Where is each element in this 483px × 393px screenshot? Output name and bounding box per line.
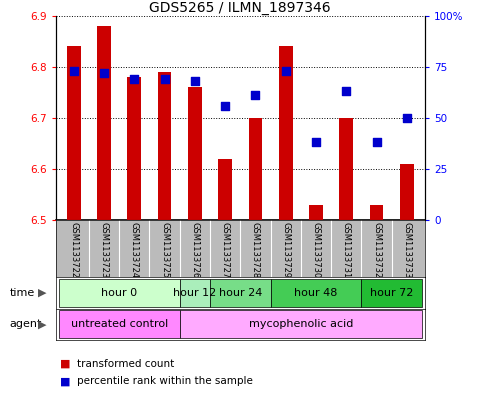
Point xyxy=(312,139,320,145)
Text: GSM1133723: GSM1133723 xyxy=(99,222,109,278)
Bar xyxy=(58,310,180,338)
Point xyxy=(161,76,169,82)
Bar xyxy=(180,279,210,307)
Text: GSM1133728: GSM1133728 xyxy=(251,222,260,278)
Text: ■: ■ xyxy=(60,358,71,369)
Text: hour 48: hour 48 xyxy=(294,288,338,298)
Text: GSM1133724: GSM1133724 xyxy=(130,222,139,278)
Text: agent: agent xyxy=(10,319,42,329)
Text: GSM1133725: GSM1133725 xyxy=(160,222,169,278)
Text: hour 12: hour 12 xyxy=(173,288,216,298)
Bar xyxy=(97,26,111,220)
Bar xyxy=(270,279,361,307)
Bar xyxy=(400,164,413,220)
Text: GSM1133722: GSM1133722 xyxy=(69,222,78,278)
Bar xyxy=(218,159,232,220)
Text: ▶: ▶ xyxy=(38,319,46,329)
Bar xyxy=(210,279,270,307)
Text: hour 72: hour 72 xyxy=(370,288,413,298)
Bar xyxy=(128,77,141,220)
Bar xyxy=(309,205,323,220)
Point xyxy=(282,68,290,74)
Bar xyxy=(370,205,384,220)
Text: GSM1133733: GSM1133733 xyxy=(402,222,412,278)
Point xyxy=(373,139,381,145)
Point xyxy=(342,88,350,94)
Point xyxy=(70,68,78,74)
Bar xyxy=(180,310,422,338)
Text: GSM1133731: GSM1133731 xyxy=(342,222,351,278)
Text: GSM1133727: GSM1133727 xyxy=(221,222,229,278)
Bar xyxy=(361,279,422,307)
Point xyxy=(100,70,108,76)
Text: ■: ■ xyxy=(60,376,71,386)
Text: mycophenolic acid: mycophenolic acid xyxy=(249,319,353,329)
Bar xyxy=(249,118,262,220)
Text: hour 24: hour 24 xyxy=(219,288,262,298)
Text: ▶: ▶ xyxy=(38,288,46,298)
Text: GSM1133732: GSM1133732 xyxy=(372,222,381,278)
Point xyxy=(130,76,138,82)
Bar xyxy=(67,46,81,220)
Point xyxy=(191,78,199,84)
Text: hour 0: hour 0 xyxy=(101,288,137,298)
Text: time: time xyxy=(10,288,35,298)
Bar xyxy=(188,87,202,220)
Text: GSM1133730: GSM1133730 xyxy=(312,222,321,278)
Text: percentile rank within the sample: percentile rank within the sample xyxy=(77,376,253,386)
Point xyxy=(252,92,259,99)
Text: GSM1133726: GSM1133726 xyxy=(190,222,199,278)
Bar xyxy=(58,279,180,307)
Text: GSM1133729: GSM1133729 xyxy=(281,222,290,278)
Bar xyxy=(158,72,171,220)
Point xyxy=(403,115,411,121)
Point xyxy=(221,103,229,109)
Text: transformed count: transformed count xyxy=(77,358,174,369)
Bar xyxy=(340,118,353,220)
Bar xyxy=(279,46,293,220)
Title: GDS5265 / ILMN_1897346: GDS5265 / ILMN_1897346 xyxy=(149,1,331,15)
Text: untreated control: untreated control xyxy=(71,319,168,329)
